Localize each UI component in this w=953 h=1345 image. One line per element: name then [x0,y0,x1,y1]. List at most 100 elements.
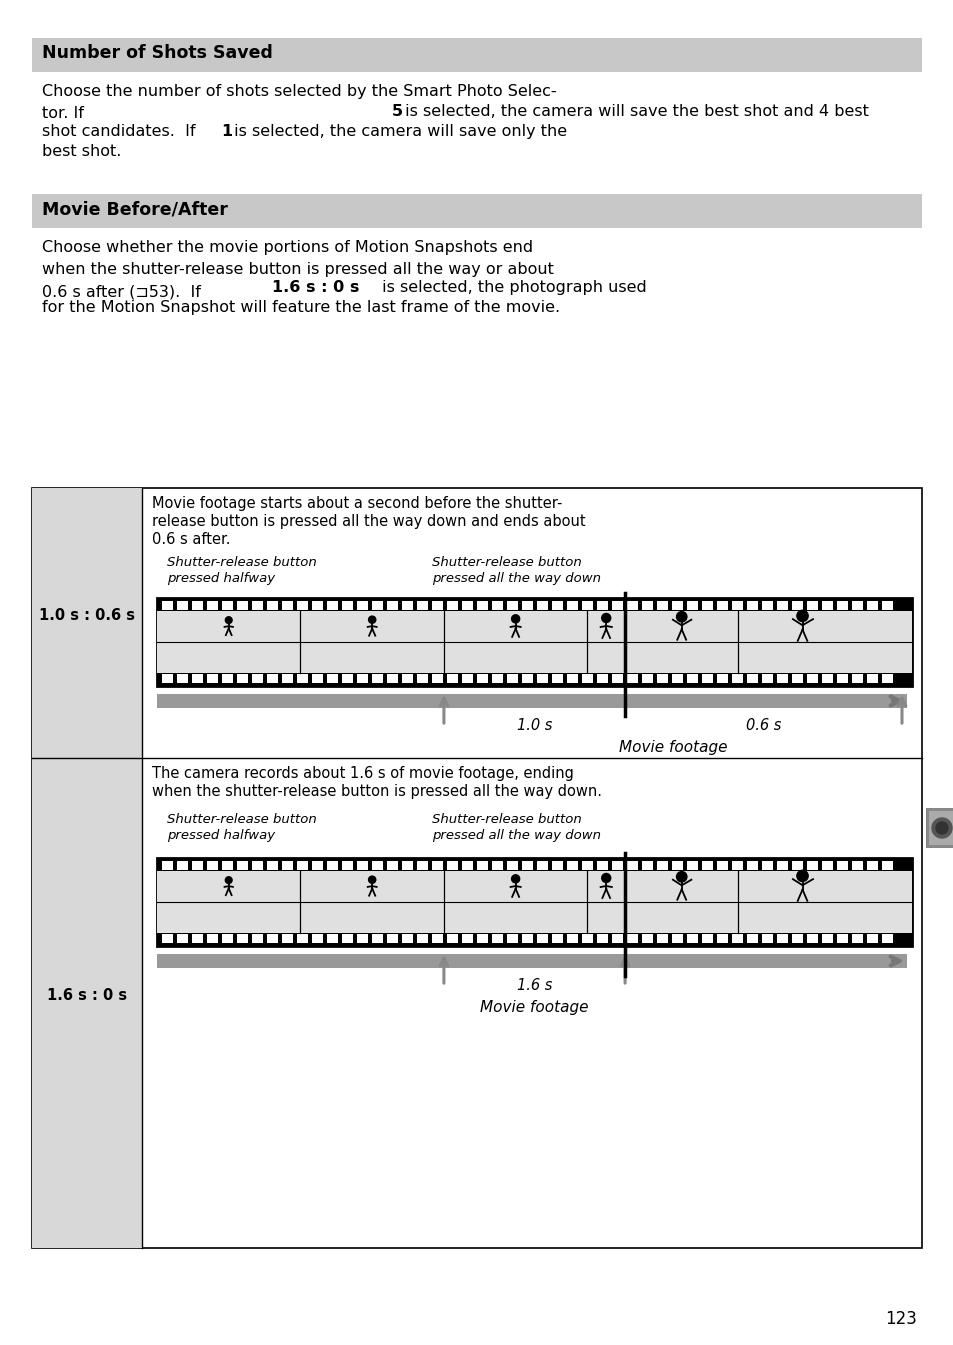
Bar [461,674,473,683]
Bar [387,933,397,943]
Text: pressed all the way down: pressed all the way down [432,829,600,842]
Bar [432,674,442,683]
Bar [581,861,593,870]
Text: Shutter-release button: Shutter-release button [167,812,316,826]
Circle shape [601,613,610,623]
Bar [236,861,248,870]
Bar [657,861,667,870]
Bar [882,601,892,611]
Text: Shutter-release button: Shutter-release button [432,812,581,826]
Bar [717,933,727,943]
Bar [686,601,698,611]
Bar [776,674,787,683]
Circle shape [676,872,686,882]
Text: 0.6 s after.: 0.6 s after. [152,533,231,547]
Bar [447,933,457,943]
Bar [492,861,502,870]
Bar [416,601,428,611]
Bar [836,861,847,870]
Bar [731,674,742,683]
Text: Movie footage starts about a second before the shutter-: Movie footage starts about a second befo… [152,496,561,511]
Bar [791,861,802,870]
Bar [612,601,622,611]
Bar [372,861,382,870]
Text: pressed all the way down: pressed all the way down [432,572,600,585]
Bar [626,601,638,611]
Text: for the Motion Snapshot will feature the last frame of the movie.: for the Motion Snapshot will feature the… [42,300,559,315]
Bar [821,933,832,943]
Bar [401,601,413,611]
Bar [32,38,921,73]
Circle shape [796,611,807,621]
Bar [581,674,593,683]
Bar [356,861,368,870]
Bar [222,933,233,943]
Bar [341,601,353,611]
Bar [836,933,847,943]
Circle shape [511,615,519,623]
Bar [296,933,308,943]
Text: is selected, the camera will save only the: is selected, the camera will save only t… [229,124,566,139]
Bar [372,933,382,943]
Bar [761,861,772,870]
Bar [641,861,652,870]
Bar [157,599,911,686]
Bar [731,933,742,943]
Bar [282,861,293,870]
Bar [851,674,862,683]
Bar [32,488,921,1248]
Bar [806,601,817,611]
Bar [282,601,293,611]
Bar [851,861,862,870]
Bar [267,674,277,683]
Bar [207,601,218,611]
Bar [267,861,277,870]
Bar [746,674,758,683]
Bar [157,611,911,672]
Bar [252,601,263,611]
Text: best shot.: best shot. [42,144,121,159]
Bar [866,933,877,943]
Bar [746,601,758,611]
Bar [597,933,607,943]
Bar [731,861,742,870]
Text: pressed halfway: pressed halfway [167,829,274,842]
Bar [476,601,488,611]
Bar [372,601,382,611]
Bar [866,674,877,683]
Bar [791,933,802,943]
Bar [447,674,457,683]
Bar [432,933,442,943]
Bar [521,601,533,611]
Bar [806,861,817,870]
Bar [252,861,263,870]
Bar [657,601,667,611]
Bar [476,861,488,870]
Bar [157,858,911,946]
Bar [222,601,233,611]
Bar [928,811,953,845]
Circle shape [935,822,947,834]
Bar [701,674,712,683]
Text: Movie footage: Movie footage [479,999,588,1015]
Bar [671,674,682,683]
Text: The camera records about 1.6 s of movie footage, ending: The camera records about 1.6 s of movie … [152,767,574,781]
Bar [882,933,892,943]
Circle shape [796,870,807,881]
Text: 1.0 s: 1.0 s [517,718,552,733]
Bar [387,674,397,683]
Bar [612,674,622,683]
Bar [671,933,682,943]
Bar [267,933,277,943]
Bar [836,674,847,683]
Bar [701,933,712,943]
Bar [327,601,337,611]
Circle shape [931,818,951,838]
Circle shape [368,876,375,884]
Bar [492,674,502,683]
Bar [356,933,368,943]
Bar [461,933,473,943]
Bar [327,933,337,943]
Bar [506,861,517,870]
Bar [401,933,413,943]
